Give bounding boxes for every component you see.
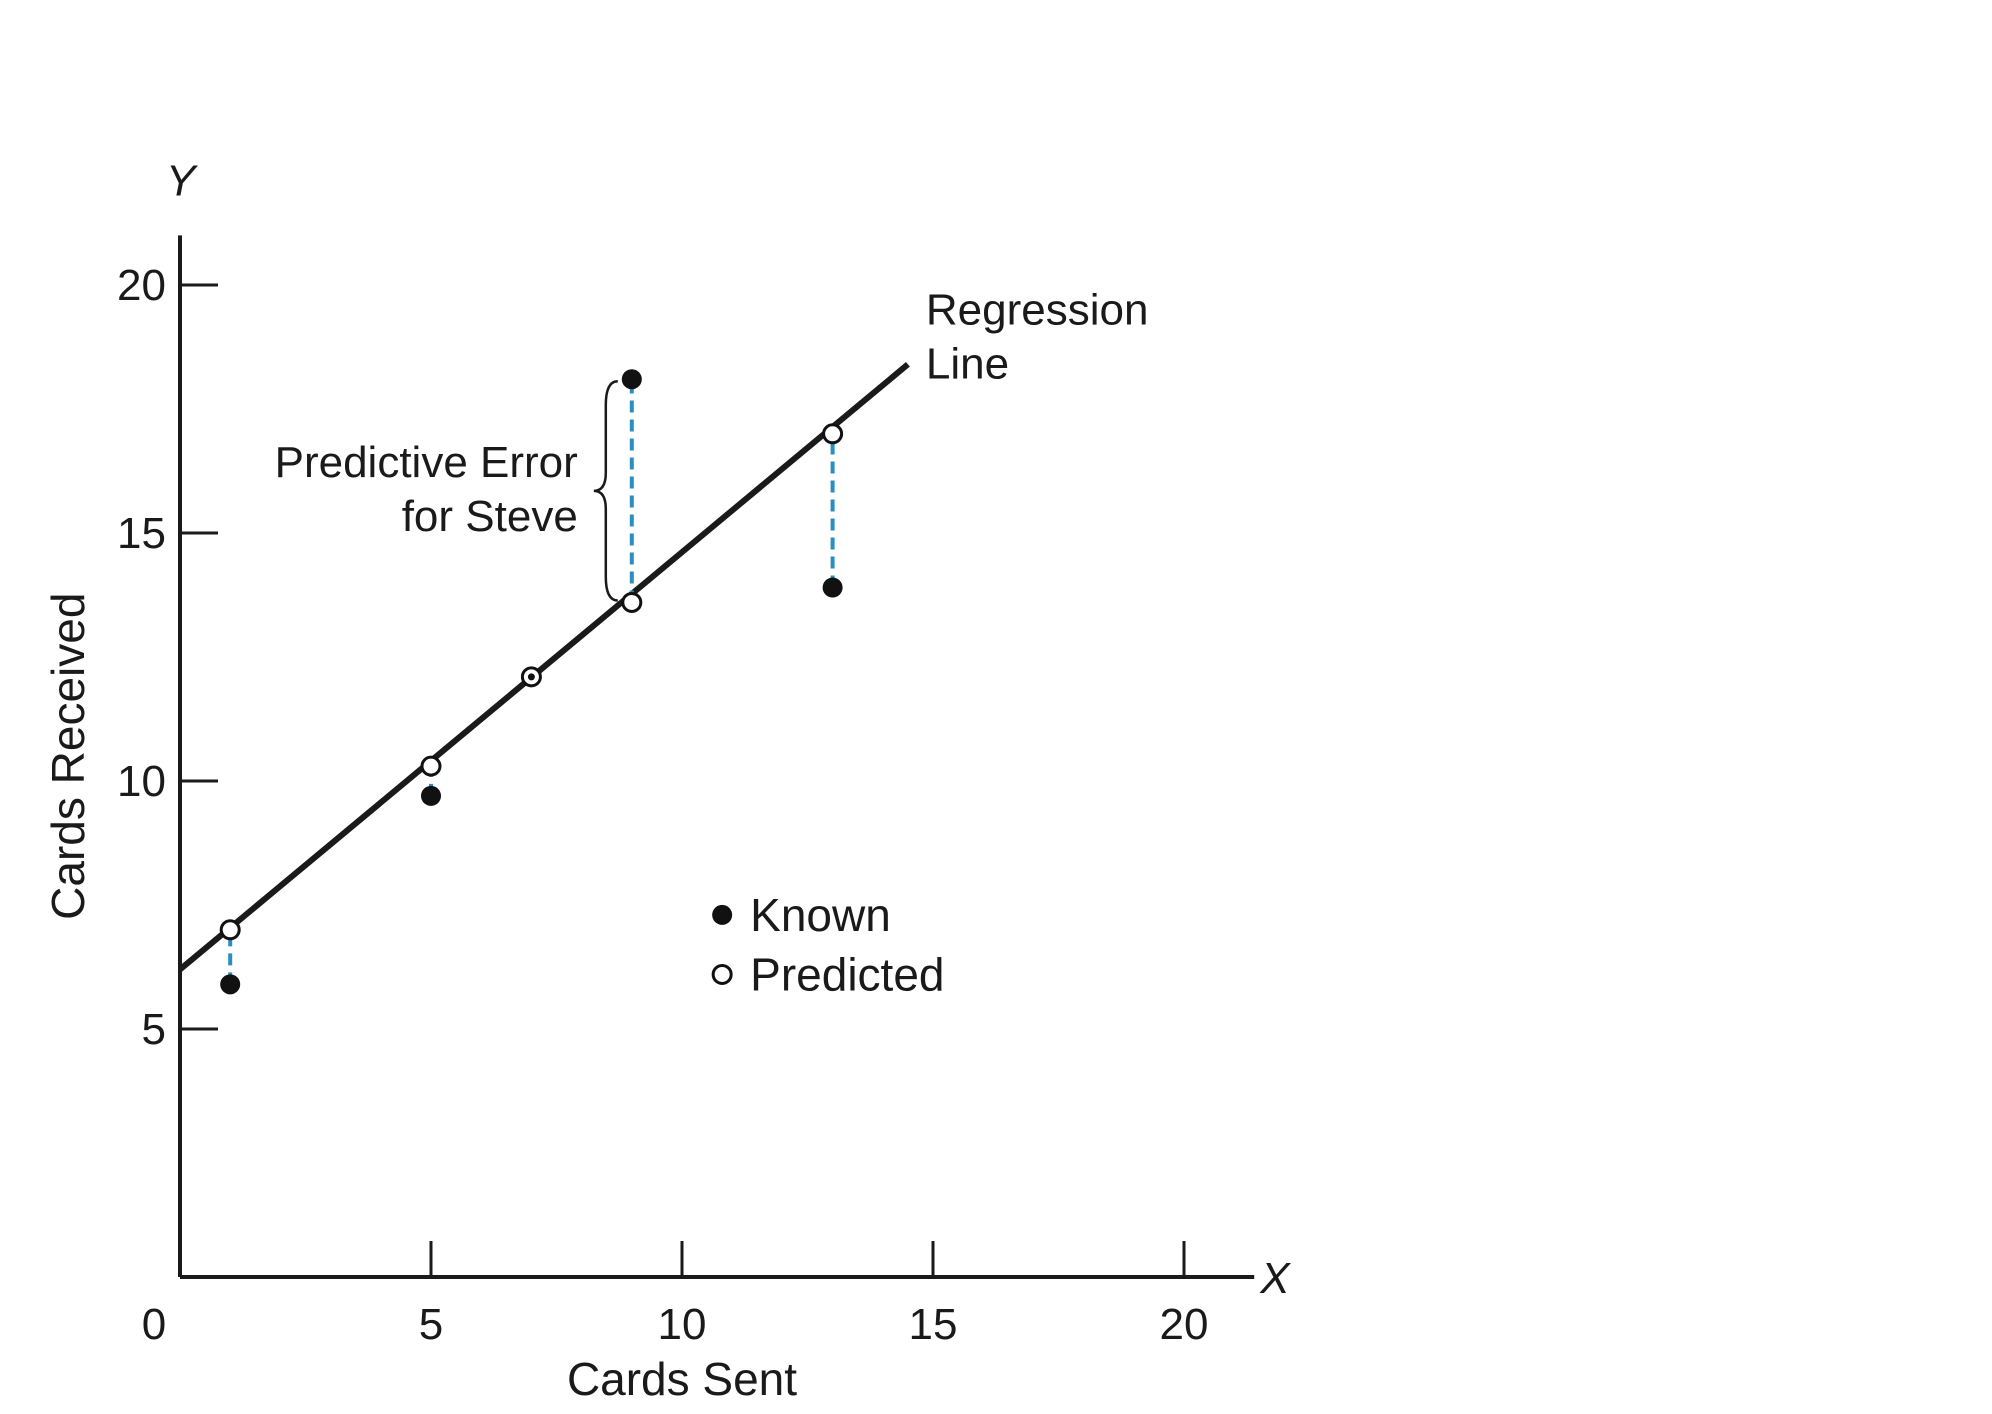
predicted-point: [621, 591, 643, 613]
known-point: [621, 369, 642, 390]
known-point: [822, 577, 843, 598]
regression-label-line1: Regression: [926, 285, 1149, 334]
x-axis-letter: X: [1259, 1254, 1291, 1303]
predicted-point: [822, 423, 844, 445]
legend-known-marker: [712, 904, 733, 925]
y-tick-label: 10: [117, 757, 166, 806]
annotation-line1: Predictive Error: [275, 438, 578, 487]
legend-predicted-label: Predicted: [750, 948, 944, 1000]
x-tick-label: 10: [658, 1300, 707, 1349]
legend-predicted-marker: [711, 963, 733, 985]
annotation-line2: for Steve: [402, 492, 578, 541]
y-axis-title: Cards Received: [42, 593, 94, 920]
x-tick-label: 5: [419, 1300, 443, 1349]
x-tick-label: 15: [909, 1300, 958, 1349]
known-point: [220, 974, 241, 995]
known-point: [421, 785, 441, 806]
x-tick-label: 20: [1160, 1300, 1209, 1349]
y-tick-label: 15: [117, 509, 166, 558]
y-tick-label: 5: [142, 1005, 166, 1054]
y-axis-letter: Y: [166, 156, 198, 205]
error-brace: [593, 379, 618, 602]
regression-label-line2: Line: [926, 339, 1009, 388]
coincident-point-dot: [527, 673, 535, 681]
legend-known-label: Known: [750, 889, 891, 941]
y-tick-label: 20: [117, 261, 166, 310]
predicted-point: [219, 919, 241, 941]
predicted-point: [420, 755, 442, 777]
legend: Known Predicted: [711, 889, 945, 1000]
regression-line: [178, 362, 910, 972]
x-axis-title: Cards Sent: [567, 1353, 797, 1405]
x-tick-label: 0: [142, 1300, 166, 1349]
